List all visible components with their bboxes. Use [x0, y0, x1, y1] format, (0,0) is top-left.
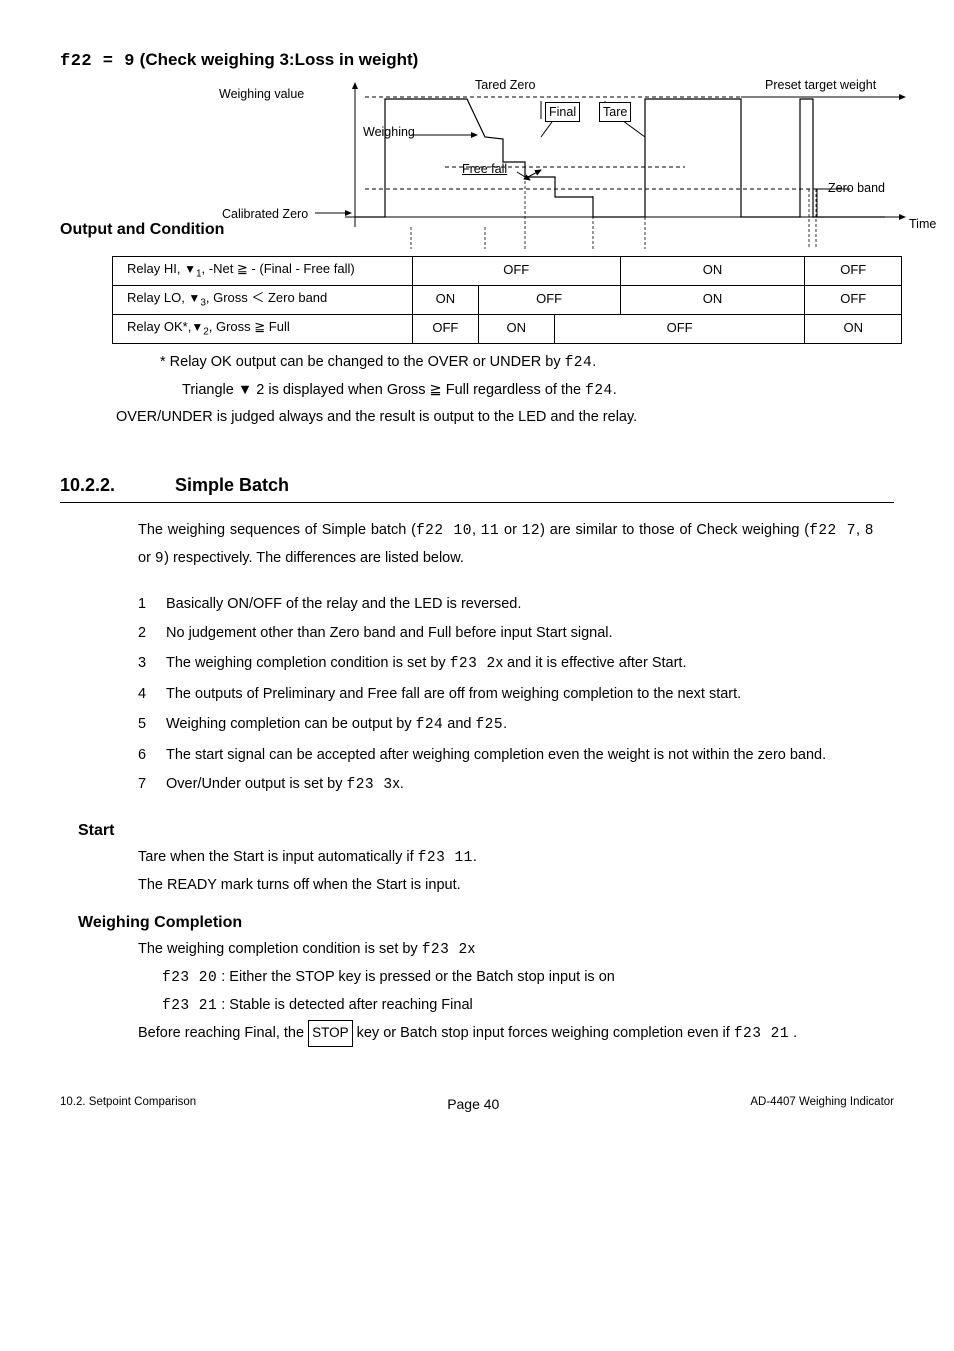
- p1c5: 8: [865, 523, 874, 539]
- table-cell: ON: [478, 314, 554, 343]
- s1a: Tare when the Start is input automatical…: [138, 849, 418, 865]
- s2: The READY mark turns off when the Start …: [138, 872, 874, 899]
- p1b: ,: [472, 522, 481, 538]
- list-item: The start signal can be accepted after w…: [138, 742, 874, 769]
- wc-heading: Weighing Completion: [78, 911, 894, 934]
- lbl-tared-zero: Tared Zero: [475, 76, 535, 94]
- s1b: .: [473, 849, 477, 865]
- s1c: f23 11: [418, 850, 473, 866]
- table-row: Relay LO, ▼3, Gross ＜ Zero bandONOFFONOF…: [113, 285, 902, 314]
- title-code: f22 = 9: [60, 52, 135, 71]
- p1c4: f22 7: [809, 523, 856, 539]
- list-item: No judgement other than Zero band and Fu…: [138, 620, 874, 647]
- differences-list: Basically ON/OFF of the relay and the LE…: [138, 591, 874, 800]
- wc1b: x: [468, 941, 475, 957]
- lbl-time: Time: [909, 215, 936, 233]
- section-para: The weighing sequences of Simple batch (…: [138, 517, 874, 573]
- table-cell: OFF: [412, 256, 620, 285]
- lbl-preset-target: Preset target weight: [765, 76, 876, 94]
- title-f22: f22 = 9 (Check weighing 3:Loss in weight…: [60, 48, 894, 75]
- wc1c: f23 2: [422, 942, 468, 958]
- footer-right: AD-4407 Weighing Indicator: [750, 1094, 894, 1114]
- p1d: ) are similar to those of Check weighing…: [540, 522, 809, 538]
- table-cell: ON: [805, 314, 902, 343]
- list-item: The weighing completion condition is set…: [138, 650, 874, 678]
- p1c3: 12: [522, 523, 540, 539]
- table-cell: ON: [620, 285, 805, 314]
- footer-left: 10.2. Setpoint Comparison: [60, 1094, 196, 1114]
- timing-diagram: Weighing value Tared Zero Preset target …: [185, 77, 945, 252]
- lbl-free-fall: Free fall: [462, 160, 507, 178]
- note1-pre: * Relay OK output can be changed to the …: [160, 354, 565, 370]
- table-cell: ON: [620, 256, 805, 285]
- wc-opt1t: : Either the STOP key is pressed or the …: [217, 969, 615, 985]
- wc3d: .: [789, 1025, 797, 1041]
- table-cell: OFF: [478, 285, 620, 314]
- p1c2: 11: [481, 523, 499, 539]
- note2-code: f24: [585, 383, 613, 399]
- p1a: The weighing sequences of Simple batch (: [138, 522, 416, 538]
- stop-key: STOP: [308, 1020, 353, 1047]
- note1-code: f24: [565, 355, 593, 371]
- lbl-weighing-value: Weighing value: [219, 85, 304, 103]
- row-label: Relay OK*,▼2, Gross ≧ Full: [113, 314, 413, 343]
- wc-body: The weighing completion condition is set…: [138, 936, 874, 1047]
- list-item: Weighing completion can be output by f24…: [138, 711, 874, 739]
- wc-opt2c: f23 21: [162, 998, 217, 1014]
- wc1a: The weighing completion condition is set…: [138, 941, 422, 957]
- note2-post: .: [613, 382, 617, 398]
- start-heading: Start: [78, 819, 894, 842]
- p1c1: f22 10: [416, 523, 472, 539]
- wc3a: Before reaching Final, the: [138, 1025, 308, 1041]
- table-cell: OFF: [805, 285, 902, 314]
- note2-pre: Triangle ▼ 2 is displayed when Gross ≧ F…: [182, 382, 585, 398]
- lbl-tare: Tare: [599, 102, 631, 122]
- title-text: (Check weighing 3:Loss in weight): [140, 50, 419, 69]
- lbl-final: Final: [545, 102, 580, 122]
- row-label: Relay LO, ▼3, Gross ＜ Zero band: [113, 285, 413, 314]
- list-item: Basically ON/OFF of the relay and the LE…: [138, 591, 874, 618]
- p1g: ) respectively. The differences are list…: [164, 550, 464, 566]
- table-cell: OFF: [412, 314, 478, 343]
- p1f: or: [138, 550, 155, 566]
- wc3b: key or Batch stop input forces weighing …: [353, 1025, 734, 1041]
- list-item: Over/Under output is set by f23 3x.: [138, 771, 874, 799]
- lbl-weighing: Weighing: [363, 123, 415, 141]
- page-footer: 10.2. Setpoint Comparison Page 40 AD-440…: [60, 1094, 894, 1114]
- wc3c: f23 21: [734, 1026, 789, 1042]
- row-label: Relay HI, ▼1, -Net ≧ - (Final - Free fal…: [113, 256, 413, 285]
- table-row: Relay HI, ▼1, -Net ≧ - (Final - Free fal…: [113, 256, 902, 285]
- lbl-zero-band: Zero band: [828, 179, 885, 197]
- section-heading: 10.2.2. Simple Batch: [60, 472, 894, 503]
- note1-post: .: [592, 354, 596, 370]
- output-condition-heading: Output and Condition: [60, 218, 224, 241]
- list-item: The outputs of Preliminary and Free fall…: [138, 681, 874, 708]
- lbl-calibrated-zero: Calibrated Zero: [222, 205, 308, 223]
- section-number: 10.2.2.: [60, 472, 170, 498]
- p1e: ,: [856, 522, 865, 538]
- notes-block: * Relay OK output can be changed to the …: [160, 350, 894, 430]
- table-cell: OFF: [805, 256, 902, 285]
- table-row: Relay OK*,▼2, Gross ≧ FullOFFONOFFON: [113, 314, 902, 343]
- footer-mid: Page 40: [447, 1094, 499, 1114]
- relay-table: Relay HI, ▼1, -Net ≧ - (Final - Free fal…: [112, 256, 902, 344]
- table-cell: ON: [412, 285, 478, 314]
- wc-opt1c: f23 20: [162, 970, 217, 986]
- section-title: Simple Batch: [175, 475, 289, 495]
- table-cell: OFF: [554, 314, 805, 343]
- p1c: or: [499, 522, 522, 538]
- start-body: Tare when the Start is input automatical…: [138, 844, 874, 899]
- note3: OVER/UNDER is judged always and the resu…: [116, 409, 637, 425]
- p1c6: 9: [155, 551, 164, 567]
- wc-opt2t: : Stable is detected after reaching Fina…: [217, 997, 473, 1013]
